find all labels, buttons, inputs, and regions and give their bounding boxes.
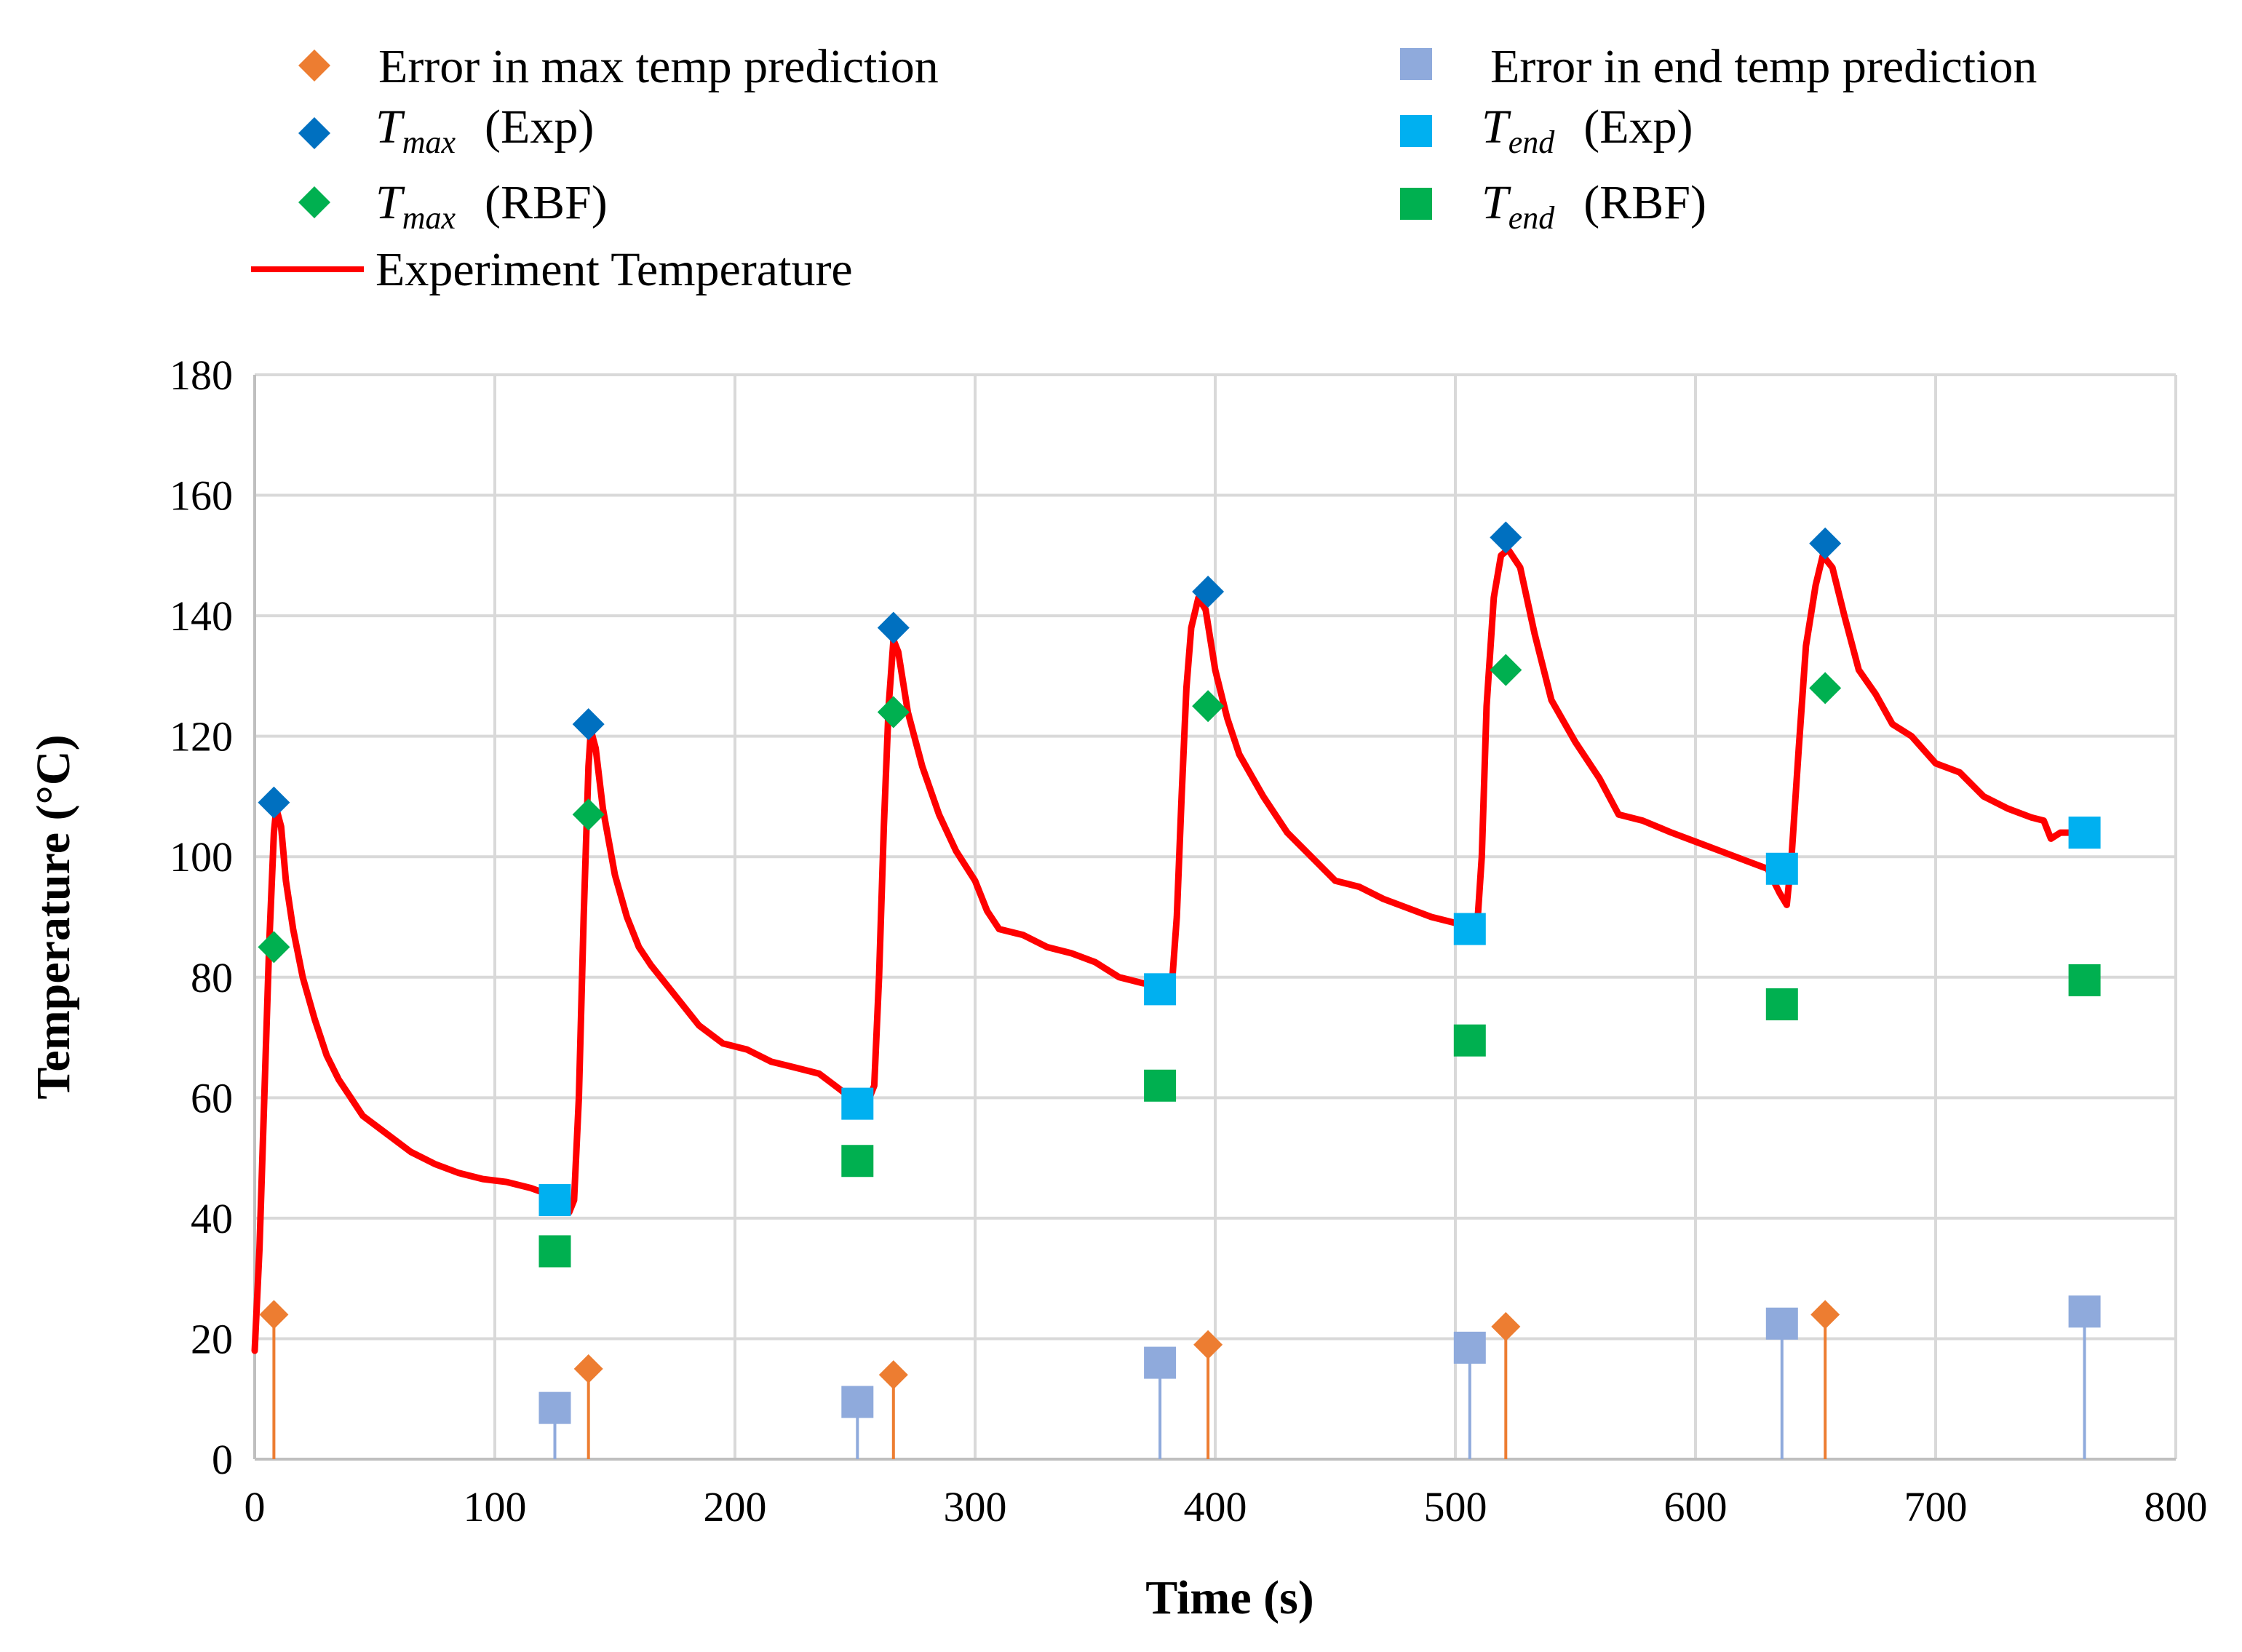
x-axis-title: Time (s) bbox=[1145, 1571, 1314, 1624]
legend-tmax-rbf-symbol: T bbox=[375, 176, 405, 229]
x-tick-label: 600 bbox=[1664, 1483, 1728, 1530]
legend-tmax-exp-text: (Exp) bbox=[485, 100, 594, 154]
tend-rbf-point bbox=[841, 1145, 874, 1178]
legend-label-end-error: Error in end temp prediction bbox=[1490, 40, 2037, 93]
legend-tend-exp-symbol: T bbox=[1482, 100, 1511, 154]
tend-rbf-point bbox=[538, 1235, 571, 1268]
experiment-temperature-line bbox=[251, 546, 2088, 1354]
legend-swatch-tmax-rbf bbox=[298, 186, 330, 218]
legend-tend-rbf-text: (RBF) bbox=[1583, 176, 1706, 229]
legend-label-tend-exp: Tend (Exp) bbox=[1482, 100, 1693, 160]
y-tick-label: 60 bbox=[191, 1074, 233, 1121]
tend-exp-point bbox=[841, 1087, 874, 1120]
y-tick-label: 80 bbox=[191, 954, 233, 1001]
x-tick-label: 400 bbox=[1184, 1483, 1247, 1530]
tmax-rbf-point bbox=[258, 931, 290, 964]
legend-swatch-max-error bbox=[298, 49, 330, 82]
legend-tend-rbf-sub: end bbox=[1508, 200, 1556, 236]
markers bbox=[538, 964, 2101, 1268]
tmax-exp-point bbox=[1490, 521, 1522, 554]
tend-rbf-point bbox=[1453, 1024, 1486, 1057]
tmax-exp-point bbox=[877, 611, 910, 644]
x-tick-label: 500 bbox=[1424, 1483, 1487, 1530]
tend-rbf-point bbox=[2068, 964, 2101, 996]
y-tick-label: 20 bbox=[191, 1315, 233, 1362]
tend-exp-point bbox=[538, 1184, 571, 1217]
x-tick-label: 100 bbox=[464, 1483, 527, 1530]
tend-exp-point bbox=[1765, 852, 1798, 885]
y-axis-title: Temperature (°C) bbox=[27, 734, 80, 1099]
tmax-rbf-point bbox=[1192, 690, 1225, 723]
tmax-exp-point bbox=[1809, 527, 1842, 560]
x-tick-label: 300 bbox=[944, 1483, 1007, 1530]
y-tick-label: 120 bbox=[170, 713, 233, 761]
x-tick-label: 800 bbox=[2144, 1483, 2208, 1530]
tend-exp-point bbox=[2068, 817, 2101, 849]
y-tick-label: 140 bbox=[170, 592, 233, 640]
max-error-point bbox=[259, 1300, 289, 1330]
legend-tmax-rbf-text: (RBF) bbox=[485, 176, 608, 229]
tmax-rbf-point bbox=[877, 696, 910, 728]
tmax-rbf-point bbox=[572, 798, 605, 831]
error-stems bbox=[272, 1311, 2086, 1459]
tmax-exp-point bbox=[1192, 576, 1225, 608]
legend-swatch-tend-exp bbox=[1400, 115, 1432, 147]
tend-rbf-point bbox=[1144, 1069, 1177, 1102]
max-error-point bbox=[1810, 1300, 1840, 1330]
y-tick-label: 40 bbox=[191, 1195, 233, 1242]
tend-exp-point bbox=[1144, 973, 1177, 1006]
legend: Error in max temp prediction Error in en… bbox=[251, 40, 2037, 296]
legend-swatch-tend-rbf bbox=[1400, 188, 1432, 220]
legend-label-tmax-exp: Tmax (Exp) bbox=[375, 100, 594, 160]
legend-swatch-end-error bbox=[1400, 48, 1432, 80]
legend-tmax-exp-symbol: T bbox=[375, 100, 405, 154]
tend-rbf-point bbox=[1765, 988, 1798, 1021]
legend-tend-exp-text: (Exp) bbox=[1583, 100, 1693, 154]
max-error-point bbox=[878, 1360, 908, 1390]
y-tick-label: 100 bbox=[170, 833, 233, 881]
legend-tend-exp-sub: end bbox=[1508, 124, 1556, 160]
axes bbox=[253, 375, 2176, 1461]
y-tick-label: 160 bbox=[170, 472, 233, 520]
tend-exp-point bbox=[1453, 913, 1486, 945]
y-tick-label: 180 bbox=[170, 352, 233, 399]
legend-tend-rbf-symbol: T bbox=[1482, 176, 1511, 229]
tmax-rbf-point bbox=[1809, 672, 1842, 704]
x-tick-label: 200 bbox=[704, 1483, 767, 1530]
tick-labels: 0 100 200 300 400 500 600 700 800 0 20 40 60 80 100 120… bbox=[170, 352, 2208, 1530]
max-error-point bbox=[1491, 1311, 1521, 1341]
experiment-line-layer bbox=[251, 546, 2088, 1354]
end-error-point bbox=[1453, 1331, 1486, 1364]
max-error-point bbox=[573, 1354, 603, 1383]
max-error-point bbox=[1193, 1330, 1223, 1359]
legend-tmax-rbf-sub: max bbox=[402, 200, 456, 236]
end-error-point bbox=[538, 1391, 571, 1424]
end-error-point bbox=[1765, 1307, 1798, 1340]
legend-label-max-error: Error in max temp prediction bbox=[378, 40, 939, 93]
legend-tmax-exp-sub: max bbox=[402, 124, 456, 160]
legend-label-experiment: Experiment Temperature bbox=[375, 243, 853, 296]
legend-swatch-tmax-exp bbox=[298, 117, 330, 149]
end-error-point bbox=[2068, 1295, 2101, 1328]
y-tick-label: 0 bbox=[212, 1436, 233, 1483]
end-error-point bbox=[841, 1386, 874, 1418]
tmax-exp-point bbox=[258, 786, 290, 819]
tmax-rbf-point bbox=[1490, 654, 1522, 686]
x-tick-label: 700 bbox=[1904, 1483, 1968, 1530]
x-tick-label: 0 bbox=[245, 1483, 266, 1530]
grid bbox=[253, 373, 2177, 1461]
legend-label-tend-rbf: Tend (RBF) bbox=[1482, 176, 1706, 236]
end-error-point bbox=[1144, 1346, 1177, 1379]
tmax-exp-point bbox=[572, 708, 605, 741]
legend-label-tmax-rbf: Tmax (RBF) bbox=[375, 176, 608, 236]
